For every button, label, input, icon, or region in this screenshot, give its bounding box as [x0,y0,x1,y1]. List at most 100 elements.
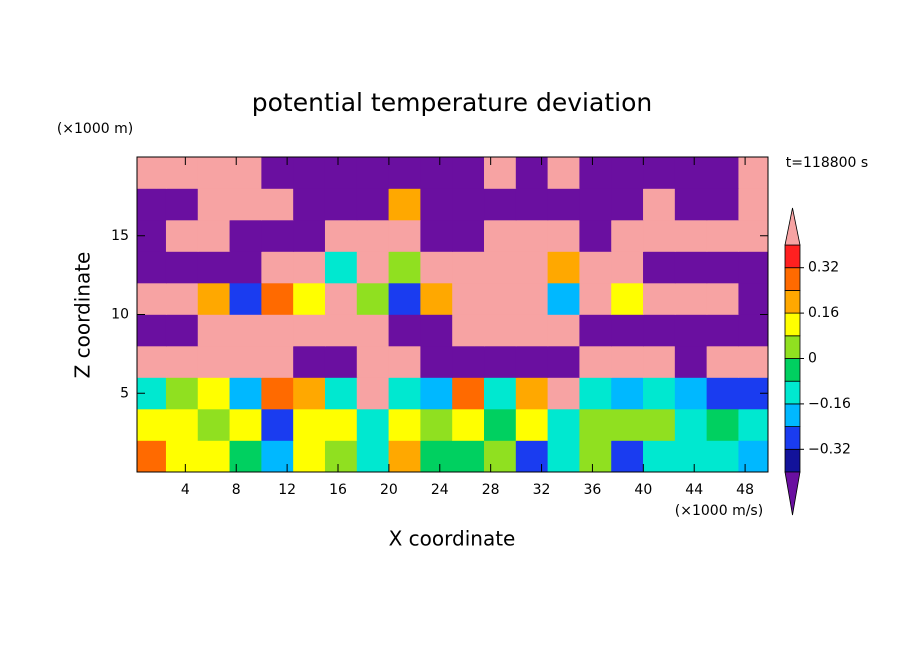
contour-cell [293,157,326,189]
colorbar-extension-low [784,471,801,516]
contour-cell [165,157,199,189]
contour-cell [547,440,581,472]
contour-cell [611,282,644,315]
contour-cell [515,440,549,472]
contour-cell [706,408,740,441]
contour-cell [388,219,421,252]
contour-cell [738,345,768,378]
contour-cell [611,408,644,441]
contour-cell [611,440,644,472]
contour-cell [293,440,326,472]
contour-cell [484,188,517,221]
contour-cell [229,440,262,472]
contour-cell [515,251,549,284]
contour-cell [356,219,390,252]
contour-cell [356,408,390,441]
contour-cell [420,188,453,221]
contour-cell [197,314,231,347]
contour-cell [706,157,740,189]
contour-cell [706,345,740,378]
contour-cell [674,345,708,378]
contour-cell [452,251,485,284]
contour-cell [356,251,390,284]
contour-cell [356,282,390,315]
contour-cell [579,219,612,252]
contour-cell [452,219,485,252]
contour-cell [547,377,581,410]
contour-cell [293,314,326,347]
contour-cell [197,377,231,410]
contour-cell [388,345,421,378]
contour-cell [420,219,453,252]
contour-cell [484,440,517,472]
contour-cell [515,345,549,378]
contour-cell [137,157,167,189]
contour-cell [674,157,708,189]
contour-cell [547,188,581,221]
contour-cell [420,440,453,472]
contour-cell [738,251,768,284]
y-tick-label: 5 [120,385,129,401]
contour-cell [547,314,581,347]
contour-cell [388,440,421,472]
contour-cell [611,377,644,410]
contour-cell [261,157,294,189]
contour-cell [261,219,294,252]
contour-cell [611,345,644,378]
contour-cell [197,251,231,284]
contour-cell [293,345,326,378]
contour-cell [515,157,549,189]
x-tick-label: 16 [329,482,347,498]
contour-cell [611,219,644,252]
contour-cell [484,314,517,347]
contour-cell [452,440,485,472]
contour-cell [420,314,453,347]
colorbar-box [784,448,801,473]
contour-cell [356,345,390,378]
contour-cell [452,377,485,410]
colorbar-box [784,267,801,291]
contour-cell [293,251,326,284]
contour-cell [324,314,358,347]
colorbar-box [784,244,801,269]
contour-cell [643,157,676,189]
x-tick-label: 40 [634,482,652,498]
contour-cell [137,282,167,315]
contour-cell [229,219,262,252]
contour-cell [579,282,612,315]
colorbar-box [784,403,801,427]
contour-cell [229,408,262,441]
contour-cell [324,251,358,284]
contour-cell [547,408,581,441]
contour-cell [547,345,581,378]
contour-cell [137,188,167,221]
contour-cell [356,188,390,221]
contour-cell [515,408,549,441]
contour-cell [706,314,740,347]
y-axis-label: Z coordinate [71,252,95,379]
contour-cell [137,345,167,378]
x-tick-label: 32 [533,482,551,498]
contour-cell [165,345,199,378]
contour-cell [197,440,231,472]
contour-cell [706,188,740,221]
contour-cell [452,314,485,347]
contour-cell [706,377,740,410]
contour-cell [229,157,262,189]
colorbar-box [784,289,801,314]
contour-cell [547,251,581,284]
x-tick-label: 8 [232,482,241,498]
contour-cell [388,408,421,441]
contour-cell [137,440,167,472]
contour-cell [261,345,294,378]
contour-cell [738,408,768,441]
contour-cell [484,282,517,315]
contour-cell [165,251,199,284]
y-tick-label: 15 [111,228,129,244]
contour-cell [261,251,294,284]
contour-cell [388,282,421,315]
contour-cell [324,440,358,472]
contour-cell [420,157,453,189]
contour-cell [579,440,612,472]
contour-cell [611,251,644,284]
